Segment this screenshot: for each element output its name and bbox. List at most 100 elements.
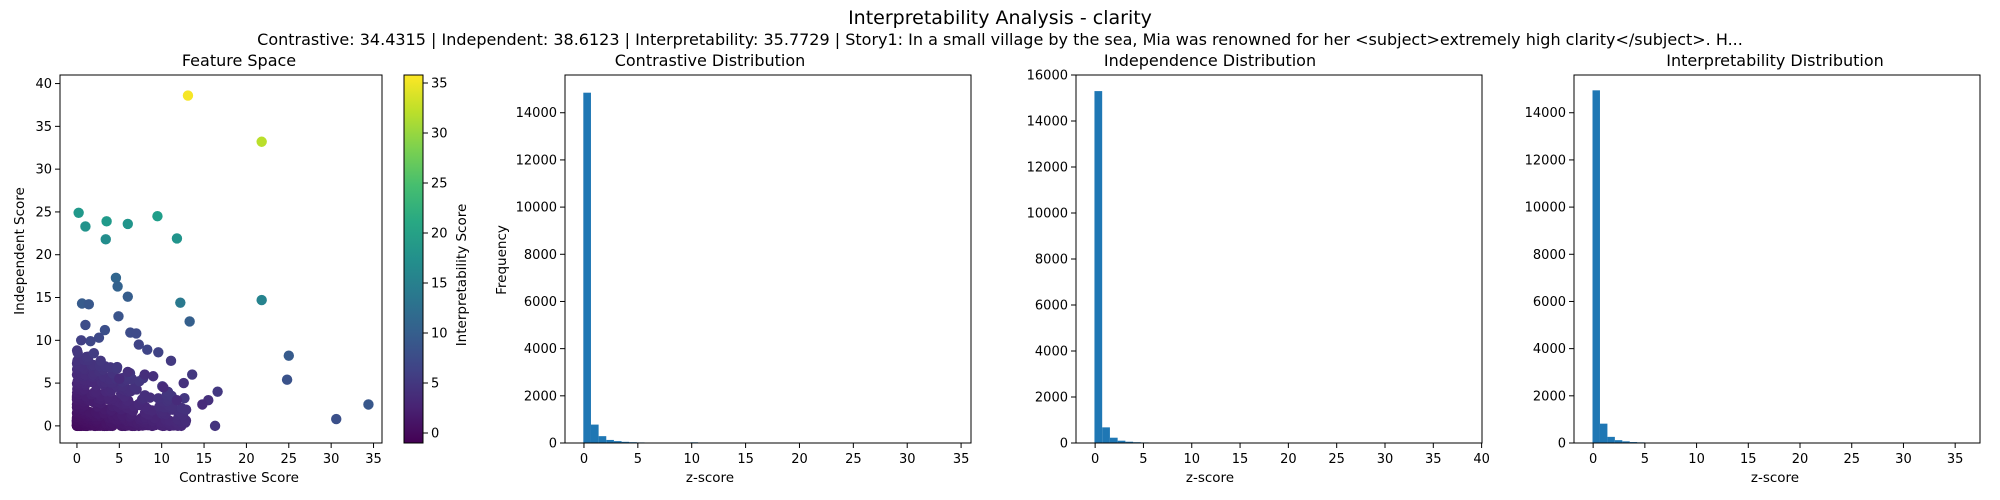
independence-distribution-bar <box>1102 427 1110 443</box>
contrastive-distribution-xtick-label: 35 <box>953 452 970 467</box>
feature-space-ytick-label: 15 <box>35 291 52 306</box>
independence-distribution-ytick-label: 0 <box>1060 437 1068 452</box>
independence-distribution-xtick-label: 5 <box>1139 452 1147 467</box>
interpretability-distribution-xtick-label: 5 <box>1641 452 1649 467</box>
scatter-point <box>88 347 100 359</box>
contrastive-distribution-bar <box>583 92 591 443</box>
feature-space-xtick-label: 20 <box>238 452 255 467</box>
contrastive-distribution-bar <box>621 441 630 443</box>
contrastive-distribution-bars <box>583 92 966 443</box>
independence-distribution-ytick-label: 10000 <box>1027 207 1068 222</box>
independence-distribution-bar <box>1094 91 1103 443</box>
feature-space-xlabel: Contrastive Score <box>179 470 299 486</box>
contrastive-distribution-ytick-label: 0 <box>549 437 557 452</box>
figure-subtitle: Contrastive: 34.4315 | Independent: 38.6… <box>257 30 1743 49</box>
interpretability-distribution-ytick-label: 10000 <box>1525 201 1566 216</box>
scatter-point <box>165 355 177 367</box>
feature-space-xtick-label: 30 <box>323 452 340 467</box>
scatter-point <box>182 90 194 101</box>
interpretability-distribution-bar <box>1607 436 1615 443</box>
contrastive-distribution-bar <box>613 441 622 443</box>
scatter-point <box>122 366 133 378</box>
feature-space-xtick-label: 25 <box>281 452 298 467</box>
colorbar-tick-label: 10 <box>431 327 448 342</box>
scatter-point <box>209 420 221 432</box>
feature-space-title: Feature Space <box>182 51 296 70</box>
scatter-point <box>331 413 342 425</box>
feature-space-ytick-label: 5 <box>44 377 52 392</box>
colorbar-tick-label: 15 <box>431 277 448 292</box>
independence-distribution-xtick-label: 20 <box>1280 452 1297 467</box>
interpretability-distribution-bar <box>1622 441 1630 443</box>
contrastive-distribution-xtick-label: 25 <box>845 452 862 467</box>
feature-space-ytick-label: 10 <box>35 334 52 349</box>
scatter-point <box>80 221 91 232</box>
independence-distribution-title: Independence Distribution <box>1104 51 1316 70</box>
feature-space-xtick-label: 15 <box>196 452 213 467</box>
colorbar <box>403 74 424 444</box>
feature-space-ytick-label: 0 <box>44 419 52 434</box>
independence-distribution-xtick-label: 15 <box>1232 452 1249 467</box>
scatter-point <box>212 386 223 397</box>
interpretability-distribution-xtick-label: 15 <box>1740 452 1757 467</box>
independence-distribution-xtick-label: 10 <box>1183 452 1200 467</box>
contrastive-distribution-bar <box>590 424 599 443</box>
scatter-point <box>110 272 122 284</box>
scatter-point <box>152 211 163 222</box>
interpretability-distribution-xtick-label: 35 <box>1947 452 1964 467</box>
independence-distribution-ytick-label: 2000 <box>1035 391 1068 406</box>
interpretability-distribution-bars <box>1592 90 1965 443</box>
feature-space-panel: Feature Space Contrastive Score Independ… <box>12 51 470 486</box>
scatter-point <box>281 374 293 385</box>
contrastive-distribution-ylabel: Frequency <box>494 225 510 295</box>
colorbar-tick-label: 5 <box>431 377 439 392</box>
contrastive-distribution-ytick-label: 10000 <box>516 201 557 216</box>
independence-distribution-xtick-label: 25 <box>1328 452 1345 467</box>
contrastive-distribution-xtick-label: 30 <box>899 452 916 467</box>
scatter-point <box>85 335 96 347</box>
independence-distribution-xtick-label: 40 <box>1473 452 1490 467</box>
scatter-point <box>158 382 169 393</box>
scatter-point <box>71 345 83 356</box>
contrastive-distribution-xtick-label: 20 <box>791 452 808 467</box>
scatter-point <box>93 332 105 343</box>
independence-distribution-bar <box>1125 441 1134 443</box>
interpretability-distribution-bar <box>1614 440 1623 443</box>
interpretability-distribution-ytick-label: 0 <box>1558 437 1566 452</box>
contrastive-distribution-ytick-label: 14000 <box>516 106 557 121</box>
independence-distribution-ytick-label: 4000 <box>1035 345 1068 360</box>
scatter-point <box>114 373 125 385</box>
feature-space-ytick-label: 30 <box>35 163 52 178</box>
scatter-point <box>283 350 294 361</box>
contrastive-distribution-ytick-label: 8000 <box>524 248 557 263</box>
feature-space-ytick-label: 35 <box>35 120 52 135</box>
feature-space-ytick-label: 25 <box>35 205 52 220</box>
independence-distribution-xtick-label: 30 <box>1377 452 1394 467</box>
contrastive-distribution-xtick-label: 15 <box>737 452 754 467</box>
scatter-point <box>144 392 156 403</box>
scatter-point <box>256 136 267 147</box>
scatter-point <box>197 399 208 410</box>
contrastive-distribution-xtick-label: 10 <box>683 452 700 467</box>
contrastive-distribution-ytick-label: 12000 <box>516 153 557 168</box>
independence-distribution-ytick-label: 16000 <box>1027 69 1068 84</box>
feature-space-ylabel: Independent Score <box>12 187 28 315</box>
contrastive-distribution-ytick-label: 6000 <box>524 295 557 310</box>
interpretability-distribution-xlabel: z-score <box>1751 470 1799 486</box>
scatter-point <box>101 216 112 227</box>
independence-distribution-ytick-label: 6000 <box>1035 299 1068 314</box>
independence-distribution-ytick-label: 14000 <box>1027 115 1068 130</box>
contrastive-distribution-title: Contrastive Distribution <box>615 51 806 70</box>
feature-space-ytick-label: 20 <box>35 248 52 263</box>
scatter-point <box>122 218 133 230</box>
independence-distribution-panel: Independence Distribution z-score 0 5 10 15… <box>1027 51 1490 486</box>
scatter-point <box>186 369 198 380</box>
scatter-point <box>256 294 267 306</box>
interpretability-distribution-ytick-label: 8000 <box>1533 248 1566 263</box>
interpretability-distribution-xtick-label: 30 <box>1895 452 1912 467</box>
interpretability-distribution-ytick-label: 4000 <box>1533 342 1566 357</box>
interpretability-distribution-bar <box>1599 423 1608 443</box>
scatter-point <box>142 344 153 355</box>
scatter-point <box>73 207 84 218</box>
scatter-point <box>175 297 186 308</box>
